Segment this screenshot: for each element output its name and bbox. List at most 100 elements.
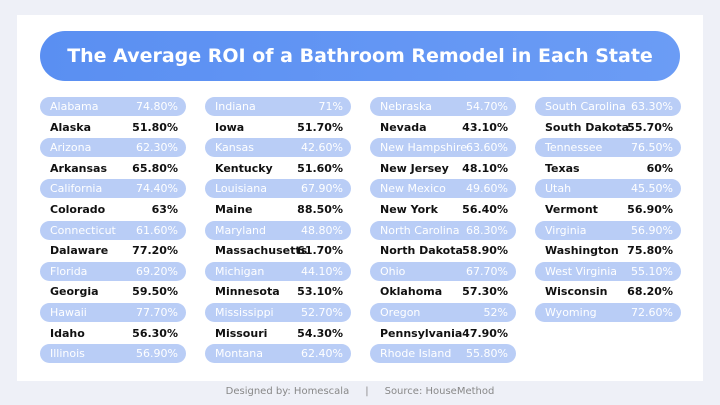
roi-value: 72.60% bbox=[631, 306, 673, 319]
roi-value: 63.60% bbox=[466, 141, 508, 155]
state: Arizona bbox=[50, 141, 92, 155]
state: Oklahoma bbox=[380, 285, 443, 299]
state: New Jersey bbox=[380, 161, 449, 175]
state: North Dakota bbox=[380, 244, 463, 258]
table-row: Oklahoma 57.30% bbox=[370, 282, 516, 301]
state: Colorado bbox=[50, 203, 106, 216]
roi-value: 62.30% bbox=[136, 141, 178, 155]
table-row: Iowa 51.70% bbox=[205, 118, 351, 137]
state: West Virginia bbox=[545, 264, 618, 278]
table-row: Maine 88.50% bbox=[205, 200, 351, 219]
state: Hawaii bbox=[50, 306, 87, 319]
table-row: Illinois 56.90% bbox=[40, 344, 186, 364]
table-row: North Dakota 58.90% bbox=[370, 241, 516, 260]
roi-value: 56.40% bbox=[462, 203, 508, 216]
table-row: Connecticut 61.60% bbox=[40, 220, 186, 240]
table-row: New Jersey 48.10% bbox=[370, 159, 516, 178]
state: Illinois bbox=[50, 347, 85, 361]
state: Alaska bbox=[50, 120, 91, 134]
roi-value: 54.70% bbox=[466, 100, 508, 113]
roi-value: 51.70% bbox=[297, 120, 343, 134]
table-row: Louisiana 67.90% bbox=[205, 179, 351, 199]
table-row: Nevada 43.10% bbox=[370, 118, 516, 137]
roi-value: 55.70% bbox=[627, 120, 673, 134]
roi-value: 67.70% bbox=[466, 264, 508, 278]
table-row: Minnesota 53.10% bbox=[205, 282, 351, 301]
state: South Carolina bbox=[545, 100, 626, 113]
state: California bbox=[50, 182, 103, 196]
roi-value: 51.60% bbox=[297, 161, 343, 175]
roi-value: 74.80% bbox=[136, 100, 178, 113]
roi-value: 42.60% bbox=[301, 141, 343, 155]
table-row: Wisconsin 68.20% bbox=[535, 282, 681, 301]
roi-value: 60% bbox=[646, 161, 673, 175]
table-row: New York 56.40% bbox=[370, 200, 516, 219]
roi-value: 75.80% bbox=[627, 244, 673, 258]
table-row: Missouri 54.30% bbox=[205, 324, 351, 343]
state: Minnesota bbox=[215, 285, 280, 299]
table-row: California 74.40% bbox=[40, 179, 186, 199]
state: Kentucky bbox=[215, 161, 273, 175]
table-row: Arkansas 65.80% bbox=[40, 159, 186, 178]
table-row: Texas 60% bbox=[535, 159, 681, 178]
roi-value: 76.50% bbox=[631, 141, 673, 155]
state: Massachusetts bbox=[215, 244, 308, 258]
table-row: Utah 45.50% bbox=[535, 179, 681, 199]
table-row: New Hampshire 63.60% bbox=[370, 138, 516, 158]
state: Michigan bbox=[215, 264, 265, 278]
table-row: Arizona 62.30% bbox=[40, 138, 186, 158]
table-row: Idaho 56.30% bbox=[40, 324, 186, 343]
roi-value: 48.80% bbox=[301, 223, 343, 237]
roi-value: 52.70% bbox=[301, 306, 343, 319]
state: Mississippi bbox=[215, 306, 274, 319]
table-row: Hawaii 77.70% bbox=[40, 303, 186, 322]
state: Rhode Island bbox=[380, 347, 452, 361]
roi-value: 56.90% bbox=[136, 347, 178, 361]
table-row: Alaska 51.80% bbox=[40, 118, 186, 137]
roi-value: 51.80% bbox=[132, 120, 178, 134]
roi-value: 58.90% bbox=[462, 244, 508, 258]
state: Missouri bbox=[215, 326, 268, 340]
table-row: South Carolina 63.30% bbox=[535, 97, 681, 116]
table-row: Virginia 56.90% bbox=[535, 220, 681, 240]
state: New Hampshire bbox=[380, 141, 468, 155]
table-row: Dalaware 77.20% bbox=[40, 241, 186, 260]
roi-value: 62.40% bbox=[301, 347, 343, 361]
roi-value: 55.10% bbox=[631, 264, 673, 278]
table-row: Ohio 67.70% bbox=[370, 261, 516, 281]
table-row: Kentucky 51.60% bbox=[205, 159, 351, 178]
state: Nebraska bbox=[380, 100, 432, 113]
roi-value: 53.10% bbox=[297, 285, 343, 299]
table-row: South Dakota 55.70% bbox=[535, 118, 681, 137]
roi-value: 47.90% bbox=[462, 326, 508, 340]
source: Source: HouseMethod bbox=[384, 386, 495, 397]
roi-value: 61.70% bbox=[297, 244, 343, 258]
state: Montana bbox=[215, 347, 263, 361]
state: Indiana bbox=[215, 100, 256, 113]
table-row: North Carolina 68.30% bbox=[370, 220, 516, 240]
roi-value: 88.50% bbox=[297, 203, 343, 216]
title: The Average ROI of a Bathroom Remodel in… bbox=[40, 31, 680, 81]
roi-value: 65.80% bbox=[132, 161, 178, 175]
roi-value: 69.20% bbox=[136, 264, 178, 278]
table-row: Nebraska 54.70% bbox=[370, 97, 516, 116]
roi-value: 52% bbox=[483, 306, 508, 319]
state: Texas bbox=[545, 161, 580, 175]
table-row: Alabama 74.80% bbox=[40, 97, 186, 116]
state: Ohio bbox=[380, 264, 406, 278]
roi-value: 71% bbox=[318, 100, 343, 113]
state: Maryland bbox=[215, 223, 267, 237]
roi-value: 68.20% bbox=[627, 285, 673, 299]
roi-value: 77.20% bbox=[132, 244, 178, 258]
state: Georgia bbox=[50, 285, 99, 299]
table-row: Colorado 63% bbox=[40, 200, 186, 219]
state: Kansas bbox=[215, 141, 254, 155]
table-row: Tennessee 76.50% bbox=[535, 138, 681, 158]
state: Alabama bbox=[50, 100, 99, 113]
table-row: Michigan 44.10% bbox=[205, 261, 351, 281]
roi-value: 57.30% bbox=[462, 285, 508, 299]
table-row: Wyoming 72.60% bbox=[535, 303, 681, 322]
roi-value: 55.80% bbox=[466, 347, 508, 361]
table-row: Maryland 48.80% bbox=[205, 220, 351, 240]
